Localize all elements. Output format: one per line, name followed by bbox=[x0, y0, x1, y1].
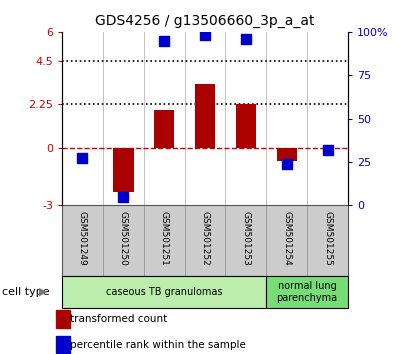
Text: GSM501254: GSM501254 bbox=[282, 211, 291, 266]
Point bbox=[120, 194, 126, 200]
Bar bbox=[113, 148, 134, 192]
Point bbox=[284, 161, 290, 166]
Text: normal lung
parenchyma: normal lung parenchyma bbox=[276, 281, 338, 303]
Bar bbox=[236, 104, 256, 148]
Point bbox=[79, 156, 86, 161]
Point bbox=[161, 38, 167, 44]
Bar bbox=[195, 84, 215, 148]
Point bbox=[324, 147, 331, 153]
Bar bbox=[276, 148, 297, 161]
Bar bbox=[62, 276, 266, 308]
Point bbox=[202, 33, 208, 38]
Text: caseous TB granulomas: caseous TB granulomas bbox=[106, 287, 222, 297]
Text: transformed count: transformed count bbox=[70, 314, 167, 325]
Title: GDS4256 / g13506660_3p_a_at: GDS4256 / g13506660_3p_a_at bbox=[95, 14, 315, 28]
Bar bbox=[56, 310, 70, 328]
Text: GSM501252: GSM501252 bbox=[200, 211, 210, 266]
Point bbox=[243, 36, 249, 42]
Text: GSM501255: GSM501255 bbox=[323, 211, 332, 266]
Text: cell type: cell type bbox=[2, 287, 50, 297]
Text: GSM501249: GSM501249 bbox=[78, 211, 87, 266]
Bar bbox=[56, 336, 70, 353]
Bar bbox=[266, 276, 348, 308]
Text: ▶: ▶ bbox=[39, 287, 48, 297]
Text: GSM501253: GSM501253 bbox=[241, 211, 250, 266]
Bar bbox=[154, 110, 174, 148]
Text: GSM501251: GSM501251 bbox=[160, 211, 169, 266]
Text: GSM501250: GSM501250 bbox=[119, 211, 128, 266]
Text: percentile rank within the sample: percentile rank within the sample bbox=[70, 340, 246, 350]
